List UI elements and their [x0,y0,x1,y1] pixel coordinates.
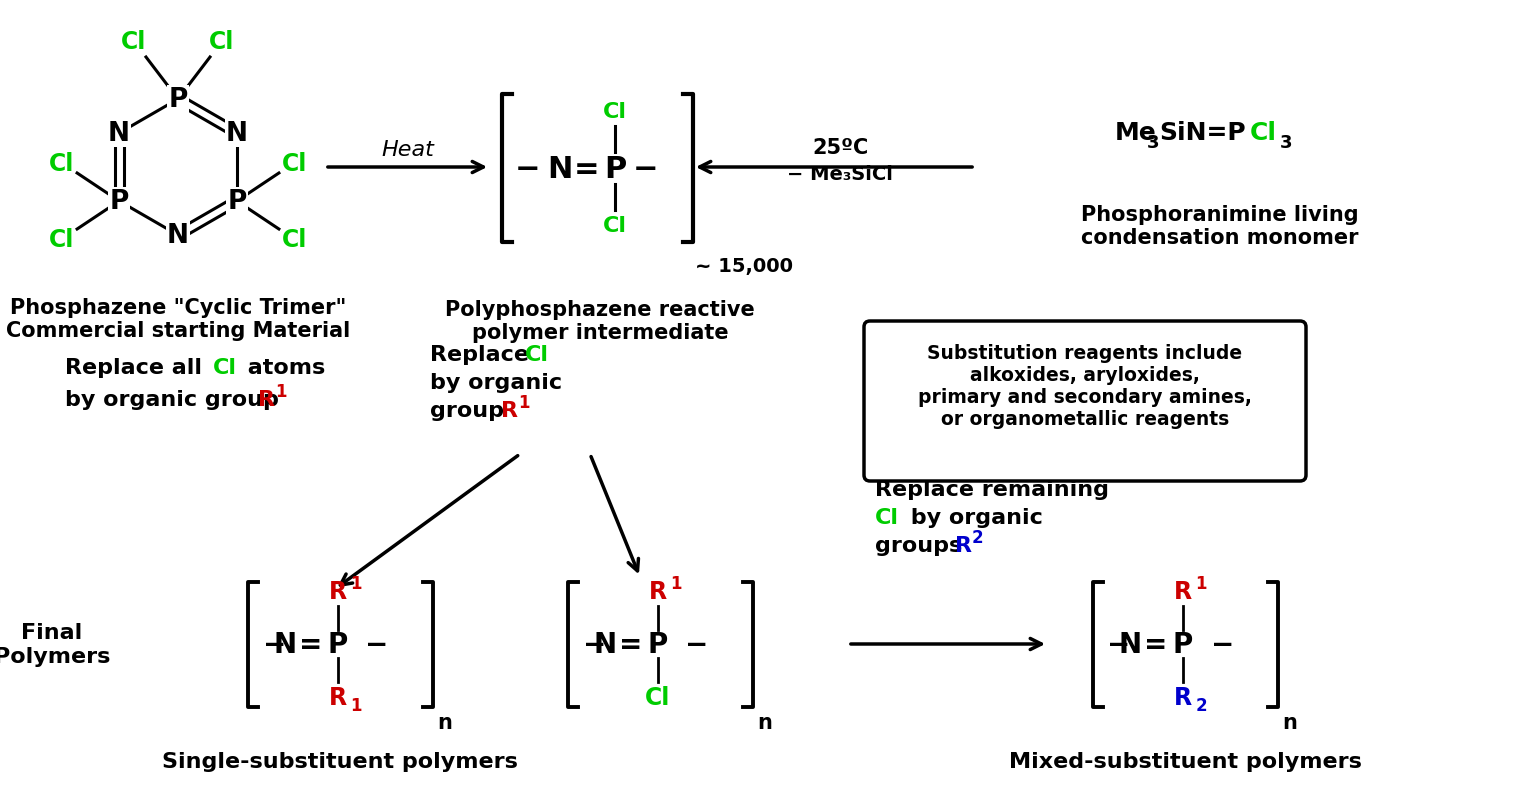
Text: Mixed-substituent polymers: Mixed-substituent polymers [1009,751,1362,771]
Text: R: R [329,579,347,603]
Text: =: = [619,630,642,658]
Text: n: n [758,713,772,732]
Text: Cl: Cl [875,508,900,528]
FancyBboxPatch shape [864,322,1306,481]
Text: 1: 1 [671,574,682,592]
Text: N: N [108,121,129,147]
Text: 2: 2 [973,529,983,546]
Text: group: group [431,400,511,420]
Text: 1: 1 [517,394,530,411]
Text: Cl: Cl [603,102,627,122]
Text: Heat: Heat [382,140,434,160]
Text: by organic: by organic [431,373,562,392]
Text: − Me₃SiCl: − Me₃SiCl [787,165,893,184]
Text: −: − [1108,630,1131,658]
Text: 1: 1 [275,383,286,400]
Text: 2: 2 [1195,696,1207,714]
Text: Cl: Cl [645,685,670,709]
Text: R: R [648,579,667,603]
Text: Replace all: Replace all [65,358,210,378]
Text: −: − [685,630,709,658]
Text: N: N [167,223,189,249]
Text: Single-substituent polymers: Single-substituent polymers [161,751,517,771]
Text: by organic group: by organic group [65,390,286,410]
Text: n: n [437,713,452,732]
Text: Substitution reagents include
alkoxides, aryloxides,
primary and secondary amine: Substitution reagents include alkoxides,… [918,343,1253,428]
Text: SiN=P: SiN=P [1158,121,1245,145]
Text: −: − [516,154,540,184]
Text: N: N [1119,630,1142,658]
Text: Phosphazene "Cyclic Trimer"
Commercial starting Material: Phosphazene "Cyclic Trimer" Commercial s… [6,298,350,341]
Text: Cl: Cl [49,152,73,176]
Text: R: R [259,390,275,410]
Text: P: P [227,188,247,215]
Text: by organic: by organic [903,508,1043,528]
Text: P: P [604,154,626,184]
Text: Cl: Cl [213,358,237,378]
Text: −: − [1210,630,1234,658]
Text: R: R [501,400,517,420]
Text: Cl: Cl [603,216,627,236]
Text: N: N [274,630,297,658]
Text: 3: 3 [1280,134,1292,152]
Text: n: n [1283,713,1297,732]
Text: N: N [225,121,248,147]
Text: Cl: Cl [282,228,307,252]
Text: 25ºC: 25ºC [811,138,868,158]
Text: Phosphoranimine living
condensation monomer: Phosphoranimine living condensation mono… [1081,205,1359,248]
Text: N: N [594,630,616,658]
Text: =: = [574,154,600,184]
Text: Cl: Cl [210,30,234,54]
Text: −: − [262,630,286,658]
Text: =: = [298,630,323,658]
Text: Replace remaining: Replace remaining [875,480,1110,500]
Text: 1: 1 [350,696,362,714]
Text: Cl: Cl [122,30,146,54]
Text: −: − [583,630,606,658]
Text: P: P [169,87,187,113]
Text: 1: 1 [350,574,362,592]
Text: Cl: Cl [49,228,73,252]
Text: N: N [548,154,572,184]
Text: atoms: atoms [240,358,326,378]
Text: Cl: Cl [282,152,307,176]
Text: P: P [327,630,347,658]
Text: Replace: Replace [431,345,537,365]
Text: P: P [647,630,668,658]
Text: R: R [1173,685,1192,709]
Text: =: = [1145,630,1167,658]
Text: R: R [954,535,973,555]
Text: R: R [1173,579,1192,603]
Text: Final
Polymers: Final Polymers [0,622,110,666]
Text: R: R [329,685,347,709]
Text: 1: 1 [1195,574,1207,592]
Text: Cl: Cl [525,345,549,365]
Text: Cl: Cl [1250,121,1277,145]
Text: P: P [110,188,129,215]
Text: P: P [1172,630,1193,658]
Text: ~ 15,000: ~ 15,000 [696,257,793,276]
Text: 3: 3 [1148,134,1160,152]
Text: Polyphosphazene reactive
polymer intermediate: Polyphosphazene reactive polymer interme… [444,300,755,342]
Text: Me: Me [1116,121,1157,145]
Text: groups: groups [875,535,970,555]
Text: −: − [365,630,388,658]
Text: −: − [632,154,658,184]
